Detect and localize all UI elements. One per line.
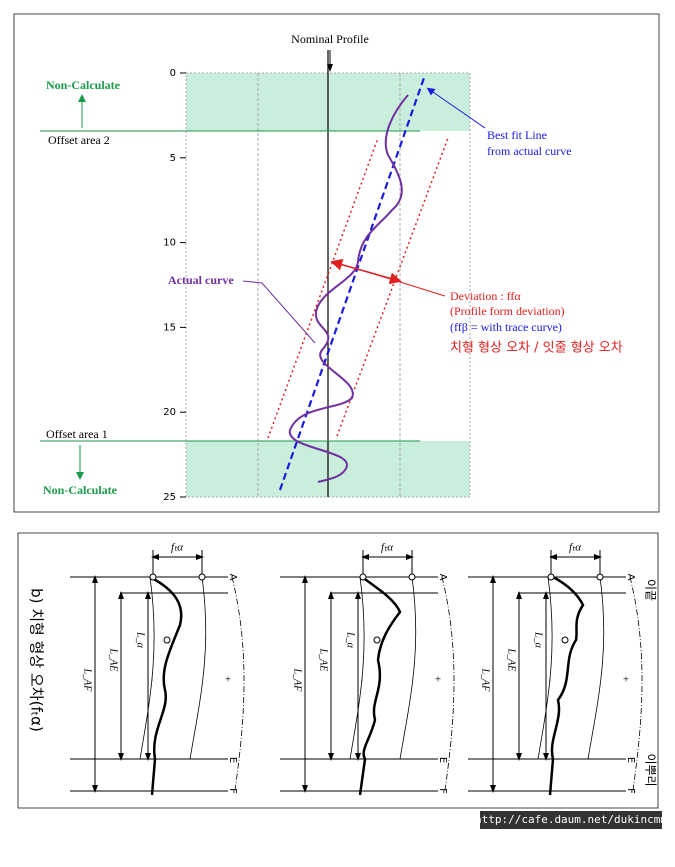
design-line — [399, 576, 417, 760]
label: Actual curve — [168, 273, 234, 287]
y-axis: 0 5 10 15 20 25 — [163, 68, 186, 503]
design-line — [629, 576, 643, 791]
label: L_α — [345, 631, 356, 649]
label: E — [625, 757, 636, 763]
label: fₜα — [569, 542, 581, 554]
point — [561, 636, 569, 644]
label: F — [227, 788, 238, 794]
label: + — [435, 674, 441, 686]
y-tick-label: 0 — [170, 68, 176, 79]
point — [163, 636, 171, 644]
label: Non-Calculate — [46, 78, 121, 92]
design-line — [537, 576, 553, 760]
label: (Profile form deviation) — [450, 304, 565, 318]
label: L_AE — [318, 648, 329, 672]
label: + — [225, 674, 231, 686]
y-tick-label: 10 — [163, 238, 176, 249]
design-line — [231, 576, 245, 791]
profile — [548, 575, 585, 796]
url-box — [480, 811, 662, 829]
label: - — [146, 678, 158, 682]
label: fₜα — [381, 542, 393, 554]
point — [596, 573, 604, 581]
leader — [367, 271, 446, 297]
label: fₜα — [171, 542, 183, 554]
label: (ffβ = with trace curve) — [450, 320, 562, 334]
label: from actual curve — [487, 144, 572, 158]
tolerance-line — [336, 137, 449, 437]
profile — [358, 575, 402, 796]
label: E — [227, 757, 238, 763]
label: L_AF — [480, 668, 491, 693]
y-tick-label: 25 — [163, 492, 176, 503]
label: Nominal Profile — [291, 32, 369, 46]
label: - — [356, 678, 368, 682]
url: http://cafe.daum.net/dukincmm — [475, 813, 667, 826]
leader — [426, 87, 486, 129]
point — [359, 573, 367, 581]
point — [198, 573, 206, 581]
y-tick-label: 15 — [163, 322, 176, 333]
point — [547, 573, 555, 581]
label: A — [625, 574, 636, 581]
leader — [242, 280, 316, 344]
point — [373, 636, 381, 644]
label: Non-Calculate — [43, 483, 118, 497]
sub-figure: fₜα A E F L_AF L_AE L_α - + — [280, 542, 455, 796]
label: L_AE — [506, 648, 517, 672]
label: L_AF — [292, 668, 303, 693]
design-line — [189, 576, 207, 760]
label: F — [437, 788, 448, 794]
profile — [149, 575, 183, 796]
label: A — [227, 574, 238, 581]
label: Offset area 1 — [46, 427, 108, 441]
design-line — [139, 576, 155, 760]
y-tick-label: 20 — [163, 407, 176, 418]
label: 이끝 — [644, 579, 658, 601]
y-tick-label: 5 — [170, 153, 176, 164]
design-line — [441, 576, 455, 791]
label: F — [625, 788, 636, 794]
tolerance-line — [267, 137, 379, 439]
label: b) 치형 형상 오차(fₜα) — [28, 588, 46, 732]
point — [149, 573, 157, 581]
actual-curve — [288, 94, 409, 483]
label: A — [437, 574, 448, 581]
label: - — [544, 678, 556, 682]
label: L_AF — [82, 668, 93, 693]
label: Deviation : ffα — [450, 289, 521, 303]
label: + — [623, 674, 629, 686]
design-line — [587, 576, 605, 760]
label: E — [437, 757, 448, 763]
best-fit-line — [278, 74, 427, 491]
label: 치형 형상 오차 / 잇줄 형상 오차 — [450, 341, 623, 356]
label: 이뿌리 — [644, 753, 658, 786]
sub-figure: fₜα A E F L_AF L_AE L_α - + — [70, 542, 245, 796]
label: L_α — [135, 631, 146, 649]
label: Offset area 2 — [48, 133, 110, 147]
label: Best fit Line — [487, 128, 547, 142]
point — [408, 573, 416, 581]
sub-figure: fₜα A E F L_AF L_AE L_α - + — [468, 542, 643, 796]
label: L_α — [533, 631, 544, 649]
label: L_AE — [108, 648, 119, 672]
design-line — [349, 576, 365, 760]
